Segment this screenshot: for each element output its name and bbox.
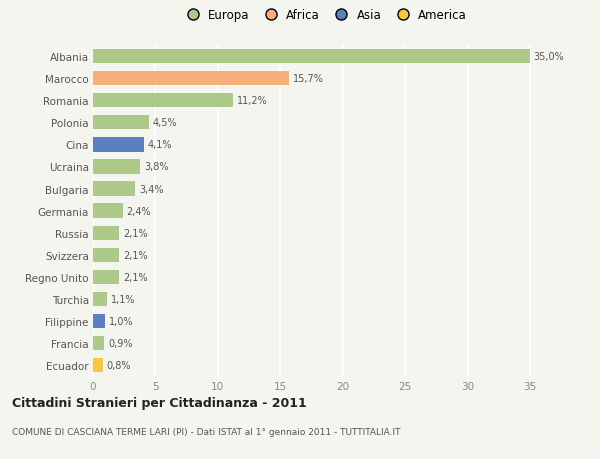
Text: 2,1%: 2,1% [123,250,148,260]
Bar [93,314,106,329]
Bar [93,336,104,351]
Bar [93,270,119,285]
Text: 15,7%: 15,7% [293,74,323,84]
Bar [93,116,149,130]
Text: 0,8%: 0,8% [107,360,131,370]
Text: 3,4%: 3,4% [139,184,164,194]
Text: 4,1%: 4,1% [148,140,172,150]
Bar [93,50,530,64]
Text: COMUNE DI CASCIANA TERME LARI (PI) - Dati ISTAT al 1° gennaio 2011 - TUTTITALIA.: COMUNE DI CASCIANA TERME LARI (PI) - Dat… [12,427,401,436]
Bar [93,160,140,174]
Text: 1,1%: 1,1% [110,294,135,304]
Bar [93,248,119,263]
Bar [93,182,136,196]
Bar [93,358,103,373]
Bar [93,292,107,307]
Text: 0,9%: 0,9% [108,338,133,348]
Text: Cittadini Stranieri per Cittadinanza - 2011: Cittadini Stranieri per Cittadinanza - 2… [12,396,307,409]
Legend: Europa, Africa, Asia, America: Europa, Africa, Asia, America [176,5,472,27]
Text: 1,0%: 1,0% [109,316,134,326]
Bar [93,138,144,152]
Bar [93,72,289,86]
Text: 2,1%: 2,1% [123,228,148,238]
Bar [93,94,233,108]
Text: 3,8%: 3,8% [144,162,169,172]
Text: 35,0%: 35,0% [534,52,565,62]
Text: 2,4%: 2,4% [127,206,151,216]
Bar [93,204,123,218]
Bar [93,226,119,241]
Text: 2,1%: 2,1% [123,272,148,282]
Text: 4,5%: 4,5% [153,118,178,128]
Text: 11,2%: 11,2% [236,96,268,106]
